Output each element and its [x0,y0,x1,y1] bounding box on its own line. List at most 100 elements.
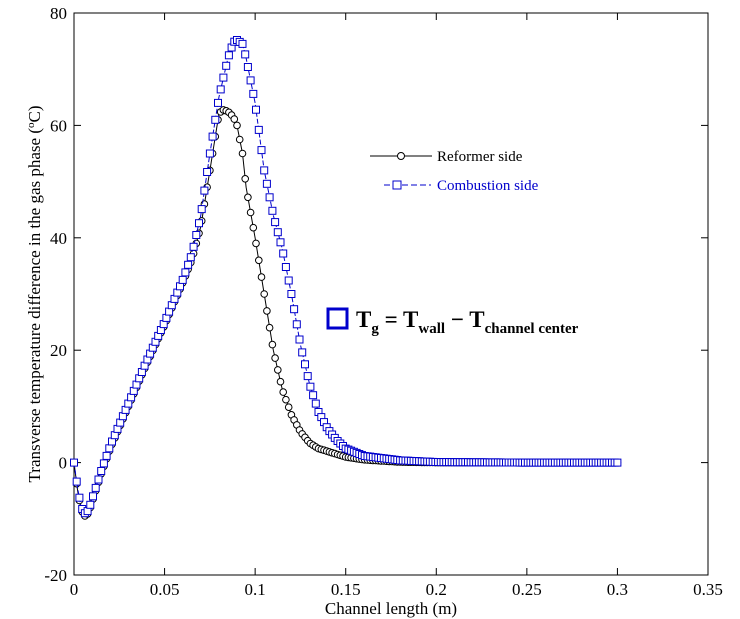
data-point [214,98,222,107]
data-point [197,205,206,214]
data-point [252,239,260,248]
x-tick-label: 0.1 [245,580,266,599]
data-point [200,186,209,195]
y-axis-ticks: -20 0 20 40 60 80 [44,4,708,585]
data-point [282,395,290,404]
series-layer [70,36,622,520]
legend-label-combustion: Combustion side [437,178,539,194]
data-point [192,231,201,239]
data-point [276,238,285,247]
x-tick-label: 0.35 [693,580,723,599]
data-point [243,63,252,71]
x-axis-ticks: 0 0.05 0.1 0.15 0.2 0.25 0.3 0.35 [70,13,723,599]
data-point [263,307,271,315]
data-point [271,354,279,362]
annotation-square-icon [326,307,349,330]
data-point [249,223,258,232]
data-point [203,168,212,176]
data-point [91,483,100,492]
data-point [181,268,190,277]
y-tick-label: 20 [50,341,67,360]
data-point [271,218,280,227]
y-tick-label: 80 [50,4,67,23]
data-point [70,458,78,467]
data-point [254,125,263,134]
legend-marker-reformer [397,152,405,160]
data-point [208,132,217,141]
data-point [260,166,269,175]
data-point [89,492,97,501]
data-point [105,444,114,453]
data-point [279,388,288,396]
data-point [268,340,277,349]
data-point [613,458,622,467]
data-point [265,193,274,202]
data-point [238,149,247,158]
equation-annotation: Tg = Twall − Tchannel center [326,307,579,337]
data-point [235,135,244,144]
data-point [97,467,106,475]
data-point [222,61,231,70]
data-point [230,115,239,123]
data-point [246,208,255,217]
x-axis-title: Channel length (m) [325,599,457,618]
data-point [290,305,299,314]
data-point [178,275,187,284]
legend-marker-combustion [392,180,402,190]
y-axis-title: Transverse temperature difference in the… [25,105,44,482]
x-tick-label: 0.05 [150,580,180,599]
data-point [306,382,315,391]
data-point [284,276,293,285]
data-point [273,228,282,237]
data-point [268,206,277,215]
data-point [219,73,228,82]
data-point [211,115,220,124]
data-point [94,475,103,484]
data-point [184,260,193,269]
y-tick-label: 40 [50,229,67,248]
data-point [301,360,309,369]
data-point [205,149,214,158]
data-point [274,366,282,374]
data-point [287,290,296,298]
data-point [224,51,233,60]
data-point [72,477,81,486]
x-tick-label: 0.15 [331,580,361,599]
data-point [252,105,260,114]
data-point [284,403,293,412]
data-point [279,249,288,258]
data-point [260,290,269,298]
data-point [276,377,285,386]
data-point [249,89,258,98]
data-point [257,273,266,281]
x-tick-label: 0.25 [512,580,542,599]
data-point [241,50,250,59]
data-point [298,348,307,357]
data-point [254,256,263,265]
data-point [303,372,312,381]
data-point [244,193,252,202]
data-point [292,320,301,329]
data-point [186,253,195,262]
x-tick-label: 0 [70,580,79,599]
x-tick-label: 0.3 [607,580,628,599]
data-point [262,179,271,188]
legend-label-reformer: Reformer side [437,149,523,165]
data-point [281,263,290,271]
data-point [246,76,255,85]
y-tick-label: 60 [50,116,67,135]
svg-text:Tg = Twall − Tchannel center: Tg = Twall − Tchannel center [356,307,579,337]
data-point [265,323,274,332]
data-point [99,459,108,468]
x-tick-label: 0.2 [426,580,447,599]
legend: Reformer side Combustion side [370,149,539,194]
data-point [309,391,318,400]
y-tick-label: 0 [59,454,68,473]
y-tick-label: -20 [44,566,67,585]
data-point [238,39,247,48]
data-point [195,219,203,228]
series-combustion [70,36,622,518]
data-point [102,451,111,460]
data-point [75,493,84,502]
